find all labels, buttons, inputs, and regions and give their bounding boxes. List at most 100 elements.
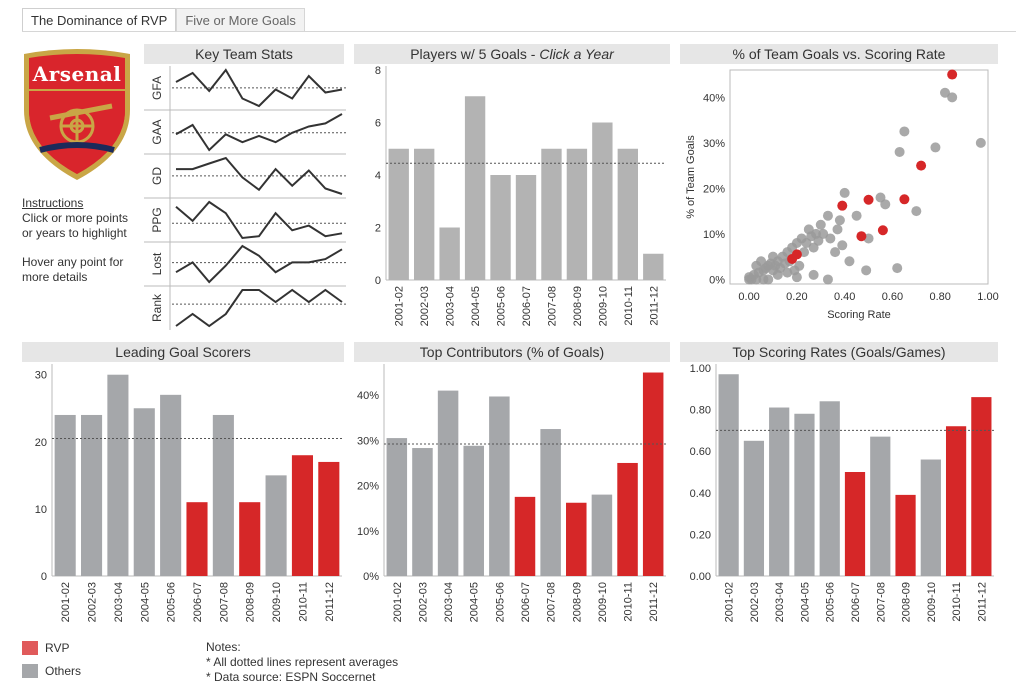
y-tick-label: 0.20 <box>690 529 711 541</box>
top-scoring-rates-chart[interactable]: 0.00 0.20 0.40 0.60 0.80 1.00 2001-02 2002-03 20… <box>680 363 998 630</box>
leading-goal-scorers-chart[interactable]: 0 10 20 30 2001-02 2002-03 2003-04 2004-05 2005-… <box>22 364 346 630</box>
legend-item-rvp[interactable]: RVP <box>22 638 81 658</box>
scatter-point-rvp[interactable] <box>856 231 867 242</box>
bar-2003-04[interactable] <box>439 227 460 281</box>
y-tick-label: 30 <box>35 370 47 382</box>
bar-2005-06[interactable] <box>819 401 840 576</box>
bar-2003-04[interactable] <box>769 407 790 576</box>
players-five-goals-title-italic[interactable]: Click a Year <box>539 46 614 62</box>
bar-2005-06[interactable] <box>160 394 182 576</box>
scatter-point-other[interactable] <box>899 126 910 137</box>
scatter-point-other[interactable] <box>880 199 891 210</box>
bar-2007-08[interactable] <box>212 414 234 576</box>
legend-item-others[interactable]: Others <box>22 661 81 681</box>
bar-2001-02[interactable] <box>386 438 408 576</box>
bar-2008-09[interactable] <box>239 502 261 576</box>
bar-2002-03[interactable] <box>743 440 765 576</box>
scatter-point-rvp[interactable] <box>837 200 848 211</box>
scatter-point-other[interactable] <box>832 224 843 235</box>
scatter-point-rvp[interactable] <box>916 160 927 171</box>
bar-2011-12[interactable] <box>318 461 340 576</box>
bar-2002-03[interactable] <box>81 414 103 576</box>
bar-2011-12[interactable] <box>971 397 992 576</box>
scatter-point-other[interactable] <box>825 233 836 244</box>
scatter-point-other[interactable] <box>818 228 829 239</box>
scatter-point-other[interactable] <box>806 231 817 242</box>
scatter-point-other[interactable] <box>839 187 850 198</box>
bar-2001-02[interactable] <box>718 374 739 576</box>
scatter-point-other[interactable] <box>844 256 855 267</box>
bar-2002-03[interactable] <box>412 448 433 576</box>
bar-2007-08[interactable] <box>540 429 561 576</box>
bar-2007-08[interactable] <box>870 436 891 576</box>
scatter-point-other[interactable] <box>791 272 802 283</box>
bar-2009-10[interactable] <box>592 122 613 281</box>
players-five-goals-chart[interactable]: 0 2 4 6 8 2001-02 2002-03 2003-04 2004-05 2005-06… <box>354 65 670 332</box>
bar-2005-06[interactable] <box>490 175 511 280</box>
scatter-point-other[interactable] <box>808 269 819 280</box>
bar-2003-04[interactable] <box>107 374 129 576</box>
scatter-point-other[interactable] <box>911 206 922 217</box>
scatter-point-rvp[interactable] <box>947 69 958 80</box>
bar-2009-10[interactable] <box>591 494 613 576</box>
bar-2004-05[interactable] <box>133 408 155 576</box>
bar-2004-05[interactable] <box>464 96 486 280</box>
bar-2010-11[interactable] <box>617 462 638 576</box>
scatter-point-other[interactable] <box>830 247 841 258</box>
bar-2002-03[interactable] <box>414 148 435 280</box>
scatter-point-other[interactable] <box>975 137 986 148</box>
scatter-point-other[interactable] <box>782 267 793 278</box>
bar-2008-09[interactable] <box>566 148 588 280</box>
key-team-stats-chart[interactable]: GFA GAA GD PPG Lost Rank <box>144 66 346 330</box>
bar-2006-07[interactable] <box>844 472 866 576</box>
top-contributors-chart[interactable]: 0% 10% 20% 30% 40% 2001-02 2002-03 2003-04 2004-… <box>354 364 670 630</box>
bar-2006-07[interactable] <box>514 496 536 576</box>
scatter-point-other[interactable] <box>822 210 833 221</box>
scatter-point-other[interactable] <box>822 274 833 285</box>
key-team-stats-title: Key Team Stats <box>144 44 344 64</box>
tab-five-or-more-goals[interactable]: Five or More Goals <box>176 8 305 32</box>
bar-2003-04[interactable] <box>437 390 459 576</box>
bar-2008-09[interactable] <box>895 494 916 576</box>
pct-vs-rate-scatter[interactable]: 0% 10% 20% 30% 40% 0.00 0.20 0.40 0.60 0.80 1.00 Sc… <box>680 66 999 332</box>
scatter-point-other[interactable] <box>894 146 905 157</box>
x-tick-label: 0.80 <box>930 291 951 303</box>
bar-2001-02[interactable] <box>388 148 409 280</box>
scatter-point-rvp[interactable] <box>877 225 888 236</box>
x-tick-label: 2004-05 <box>139 582 151 622</box>
bar-2010-11[interactable] <box>291 455 313 576</box>
scatter-point-rvp[interactable] <box>899 194 910 205</box>
bar-2006-07[interactable] <box>186 502 208 576</box>
bar-2004-05[interactable] <box>794 413 815 576</box>
x-tick-label: 0.40 <box>834 291 855 303</box>
bar-2005-06[interactable] <box>489 396 510 576</box>
scatter-point-other[interactable] <box>892 263 903 274</box>
scatter-point-other[interactable] <box>768 265 778 276</box>
scatter-point-other[interactable] <box>794 260 805 271</box>
scatter-point-other[interactable] <box>861 265 872 276</box>
scatter-point-other[interactable] <box>930 142 941 153</box>
bar-2010-11[interactable] <box>945 426 967 576</box>
scatter-point-rvp[interactable] <box>863 194 874 205</box>
scatter-point-other[interactable] <box>947 92 958 103</box>
bar-2010-11[interactable] <box>617 148 638 280</box>
bar-2011-12[interactable] <box>643 253 664 280</box>
scatter-point-other[interactable] <box>758 274 769 285</box>
tab-dominance-of-rvp[interactable]: The Dominance of RVP <box>22 8 177 32</box>
scatter-point-other[interactable] <box>837 240 848 251</box>
bar-2009-10[interactable] <box>265 475 287 576</box>
bar-2006-07[interactable] <box>515 175 537 280</box>
scatter-point-other[interactable] <box>851 210 862 221</box>
scatter-point-other[interactable] <box>751 274 762 285</box>
scatter-point-other[interactable] <box>940 87 950 98</box>
y-tick-label: 10 <box>35 504 47 516</box>
scatter-point-other[interactable] <box>815 219 826 230</box>
scatter-point-rvp[interactable] <box>787 253 798 264</box>
bar-2007-08[interactable] <box>541 148 562 280</box>
bar-2009-10[interactable] <box>920 459 941 576</box>
bar-2004-05[interactable] <box>463 445 484 576</box>
bar-2001-02[interactable] <box>54 414 76 576</box>
scatter-point-other[interactable] <box>834 215 845 226</box>
bar-2008-09[interactable] <box>566 502 587 576</box>
bar-2011-12[interactable] <box>642 372 664 576</box>
